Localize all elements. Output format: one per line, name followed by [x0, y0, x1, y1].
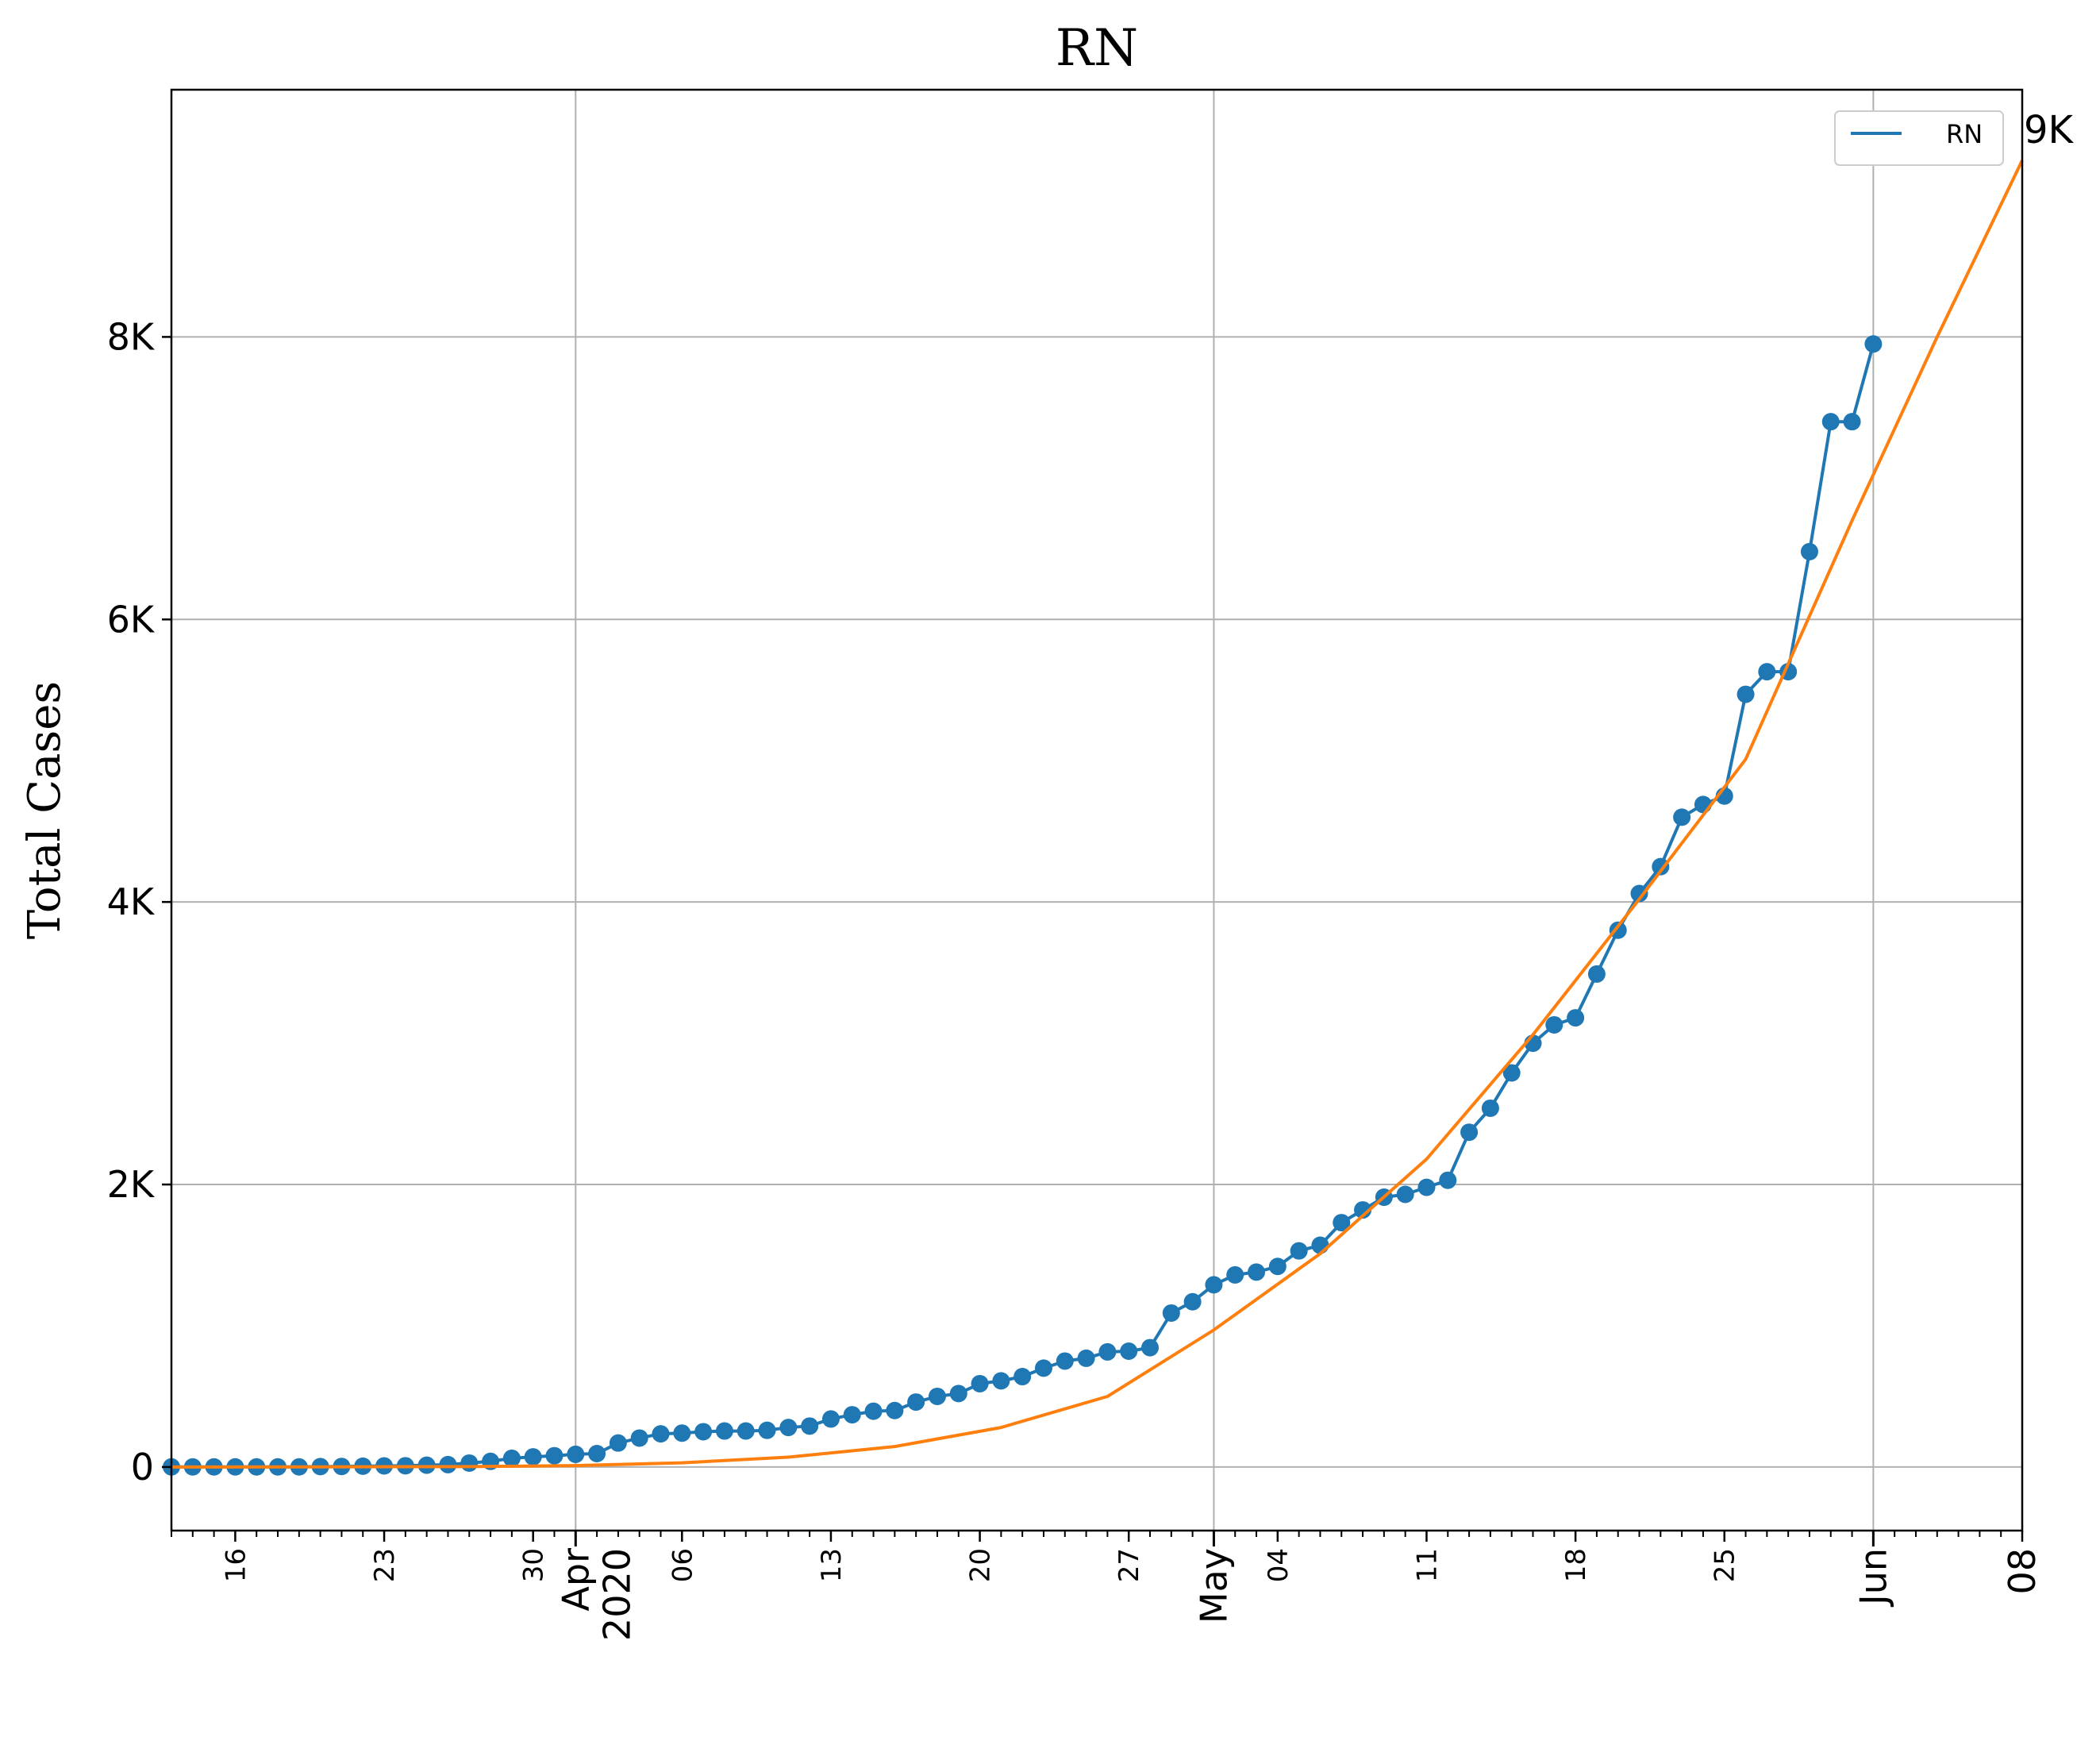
data-point	[1843, 413, 1861, 431]
data-point	[843, 1406, 861, 1424]
legend-label-rn: RN	[1946, 119, 1983, 149]
data-point	[524, 1448, 542, 1466]
data-point	[1098, 1342, 1117, 1361]
data-point	[1481, 1099, 1499, 1117]
data-point	[779, 1419, 798, 1437]
data-point	[1417, 1178, 1436, 1196]
data-point	[1737, 685, 1755, 703]
data-point	[588, 1445, 606, 1463]
data-point	[1864, 335, 1883, 353]
data-point	[1821, 413, 1840, 431]
plot-frame	[170, 88, 2024, 1532]
y-tick-label: 6K	[107, 598, 156, 641]
data-point	[1248, 1263, 1266, 1281]
data-point	[758, 1421, 776, 1439]
data-point	[1758, 663, 1776, 681]
series-layer	[163, 160, 2024, 1476]
data-point	[460, 1454, 479, 1472]
data-point	[801, 1417, 819, 1435]
data-point	[1183, 1292, 1202, 1311]
x-month-label: 2020	[595, 1548, 638, 1641]
data-point	[694, 1423, 713, 1441]
data-point	[1034, 1359, 1052, 1377]
grid	[171, 90, 2022, 1531]
data-point	[1630, 884, 1648, 903]
y-tick-label: 4K	[107, 880, 156, 923]
data-point	[1800, 542, 1818, 560]
data-point	[1567, 1009, 1585, 1027]
data-point	[1056, 1352, 1074, 1370]
series-line-1	[171, 160, 2024, 1469]
data-point	[1439, 1171, 1457, 1189]
y-axis-label: Total Cases	[19, 681, 71, 939]
data-point	[1141, 1338, 1160, 1357]
data-point	[609, 1434, 627, 1452]
legend: RN	[1834, 110, 2004, 166]
x-tick-label: 06	[667, 1548, 698, 1582]
data-point	[1396, 1185, 1414, 1204]
data-point	[864, 1402, 883, 1420]
data-point	[1013, 1368, 1032, 1386]
data-point	[971, 1374, 989, 1392]
data-point	[630, 1429, 648, 1447]
data-point	[1502, 1064, 1521, 1082]
data-point	[1120, 1342, 1138, 1361]
data-point	[992, 1372, 1010, 1390]
data-point	[886, 1401, 904, 1419]
data-point	[1354, 1201, 1372, 1219]
chart-title: RN	[1056, 19, 1138, 78]
data-point	[949, 1385, 967, 1403]
x-tick-label: 30	[518, 1548, 550, 1582]
x-month-label: Jun	[1852, 1548, 1894, 1608]
data-point	[1333, 1214, 1351, 1232]
data-point	[439, 1455, 457, 1473]
y-tick-label: 0	[131, 1446, 154, 1489]
series-line-0	[171, 343, 1875, 1469]
data-point	[1205, 1276, 1223, 1294]
data-point	[715, 1422, 733, 1440]
data-point	[1077, 1349, 1095, 1367]
end-value-label: 9K	[2024, 108, 2075, 152]
x-tick-label: 04	[1263, 1548, 1294, 1582]
data-point	[1673, 808, 1691, 826]
data-point	[737, 1422, 755, 1440]
data-point	[1226, 1265, 1244, 1284]
data-point	[1545, 1015, 1563, 1034]
data-point	[821, 1410, 840, 1428]
x-tick-label: 16	[220, 1548, 252, 1582]
x-tick-label: 18	[1560, 1548, 1592, 1582]
data-point	[1587, 965, 1606, 983]
x-tick-label: 08	[2001, 1548, 2044, 1595]
y-tick-label: 8K	[107, 315, 156, 358]
y-ticks: 0 2K 4K 6K 8K	[107, 315, 171, 1489]
data-point	[673, 1424, 691, 1442]
data-point	[652, 1425, 670, 1443]
data-point	[1162, 1304, 1180, 1322]
data-point	[907, 1393, 925, 1412]
data-point	[1290, 1242, 1308, 1260]
data-point	[1311, 1236, 1329, 1254]
x-tick-label: 23	[369, 1548, 401, 1582]
x-tick-label: 25	[1710, 1548, 1741, 1582]
x-tick-label: 20	[965, 1548, 997, 1582]
x-month-label: May	[1192, 1548, 1235, 1623]
legend-box	[1834, 110, 2004, 166]
data-point	[545, 1446, 563, 1465]
data-point	[928, 1387, 946, 1405]
data-point	[502, 1449, 521, 1467]
y-tick-label: 2K	[107, 1163, 156, 1206]
data-point	[1609, 921, 1627, 939]
x-month-label: Apr	[554, 1548, 597, 1612]
x-tick-label: 11	[1411, 1548, 1443, 1582]
data-point	[1694, 795, 1712, 814]
data-point	[567, 1445, 585, 1463]
x-tick-label: 27	[1113, 1548, 1145, 1582]
data-point	[1460, 1123, 1479, 1142]
data-point	[1268, 1257, 1287, 1276]
data-point	[1652, 857, 1670, 876]
x-tick-label: 13	[816, 1548, 848, 1582]
